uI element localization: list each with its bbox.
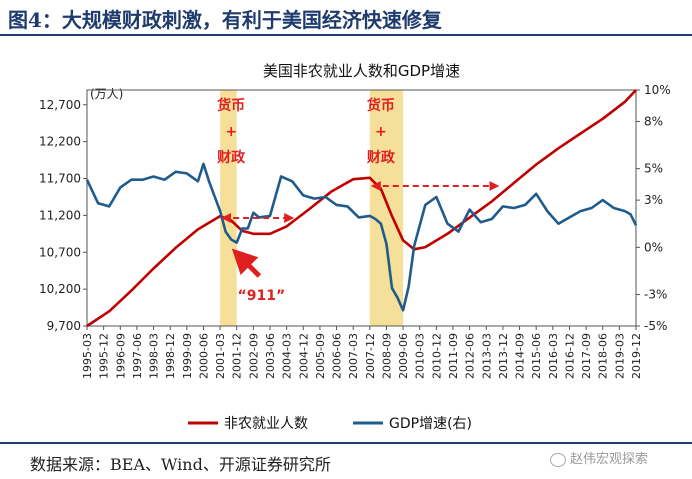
wechat-icon: [550, 452, 566, 467]
bottom-rule: [0, 442, 692, 444]
x-tick-label-2: 1996-09: [114, 333, 127, 379]
x-tick-label-14: 2005-09: [314, 333, 327, 379]
shaded-period-2: [369, 90, 404, 326]
right-tick-label-6: 10%: [644, 83, 671, 97]
left-tick-label-0: 9,700: [47, 319, 81, 333]
x-tick-label-20: 2010-03: [414, 333, 427, 379]
x-tick-label-13: 2004-12: [297, 333, 310, 379]
x-tick-label-24: 2013-03: [480, 333, 493, 379]
right-tick-label-1: -3%: [644, 288, 667, 302]
policy-label-1-line-2: +: [225, 124, 237, 140]
x-tick-label-18: 2008-09: [380, 333, 393, 379]
x-tick-label-4: 1998-03: [148, 333, 161, 379]
event-911-arrow: [231, 248, 262, 278]
x-tick-label-22: 2011-09: [447, 333, 460, 379]
legend-label-employment: 非农就业人数: [224, 416, 308, 432]
x-tick-label-11: 2003-06: [264, 333, 277, 379]
x-tick-label-31: 2018-06: [597, 333, 610, 379]
x-tick-label-27: 2015-06: [530, 333, 543, 379]
left-tick-label-2: 10,700: [39, 245, 81, 259]
x-tick-label-30: 2017-09: [580, 333, 593, 379]
plot-frame: [86, 89, 637, 327]
right-tick-label-3: 3%: [644, 193, 663, 207]
x-tick-label-10: 2002-09: [247, 333, 260, 379]
left-tick-label-1: 10,200: [39, 282, 81, 296]
source-note: 数据来源：BEA、Wind、开源证券研究所: [30, 455, 331, 474]
x-tick-label-15: 2006-06: [331, 333, 344, 379]
series-line-gdp: [85, 162, 638, 312]
chart-title: 美国非农就业人数和GDP增速: [263, 62, 460, 80]
x-tick-label-19: 2009-06: [397, 333, 410, 379]
x-tick-label-28: 2016-03: [547, 333, 560, 379]
legend-label-gdp: GDP增速(右): [389, 416, 472, 432]
right-tick-label-0: -5%: [644, 319, 667, 333]
x-tick-label-25: 2013-12: [497, 333, 510, 379]
left-tick-label-5: 12,200: [39, 135, 81, 149]
x-tick-label-16: 2007-03: [347, 333, 360, 379]
figure-title: 图4：大规模财政刺激，有利于美国经济快速修复: [8, 8, 442, 32]
x-tick-label-0: 1995-03: [81, 333, 94, 379]
policy-label-2-line-3: 财政: [366, 149, 396, 166]
policy-label-2-line-2: +: [375, 124, 387, 140]
x-tick-label-7: 2000-06: [197, 333, 210, 379]
policy-label-1-line-3: 财政: [216, 149, 246, 166]
watermark-text: 赵伟宏观探索: [570, 452, 649, 467]
left-tick-label-3: 11,200: [39, 208, 81, 222]
x-tick-label-21: 2010-12: [430, 333, 443, 379]
title-rule: [0, 34, 692, 36]
x-tick-label-32: 2019-03: [613, 333, 626, 379]
series-line-employment: [86, 89, 637, 328]
event-911-label: “911”: [238, 288, 286, 304]
x-tick-label-17: 2007-12: [364, 333, 377, 379]
watermark: 赵伟宏观探索: [550, 448, 648, 467]
right-tick-label-4: 5%: [644, 162, 663, 176]
x-tick-label-33: 2019-12: [630, 333, 643, 379]
x-tick-label-6: 1999-09: [181, 333, 194, 379]
x-tick-label-5: 1998-12: [164, 333, 177, 379]
x-tick-label-1: 1995-12: [98, 333, 111, 379]
right-tick-label-5: 8%: [644, 114, 663, 128]
left-axis-unit: (万人): [90, 87, 123, 101]
left-tick-label-6: 12,700: [39, 98, 81, 112]
x-tick-label-26: 2014-09: [514, 333, 527, 379]
policy-label-1-line-1: 货币: [216, 97, 245, 114]
x-tick-label-12: 2004-03: [281, 333, 294, 379]
x-tick-label-3: 1997-06: [131, 333, 144, 379]
x-tick-label-8: 2001-03: [214, 333, 227, 379]
right-tick-label-2: 0%: [644, 240, 663, 254]
x-tick-label-29: 2016-12: [563, 333, 576, 379]
left-tick-label-4: 11,700: [39, 172, 81, 186]
x-tick-label-23: 2012-06: [464, 333, 477, 379]
x-tick-label-9: 2001-12: [231, 333, 244, 379]
policy-label-2-line-1: 货币: [366, 97, 395, 114]
